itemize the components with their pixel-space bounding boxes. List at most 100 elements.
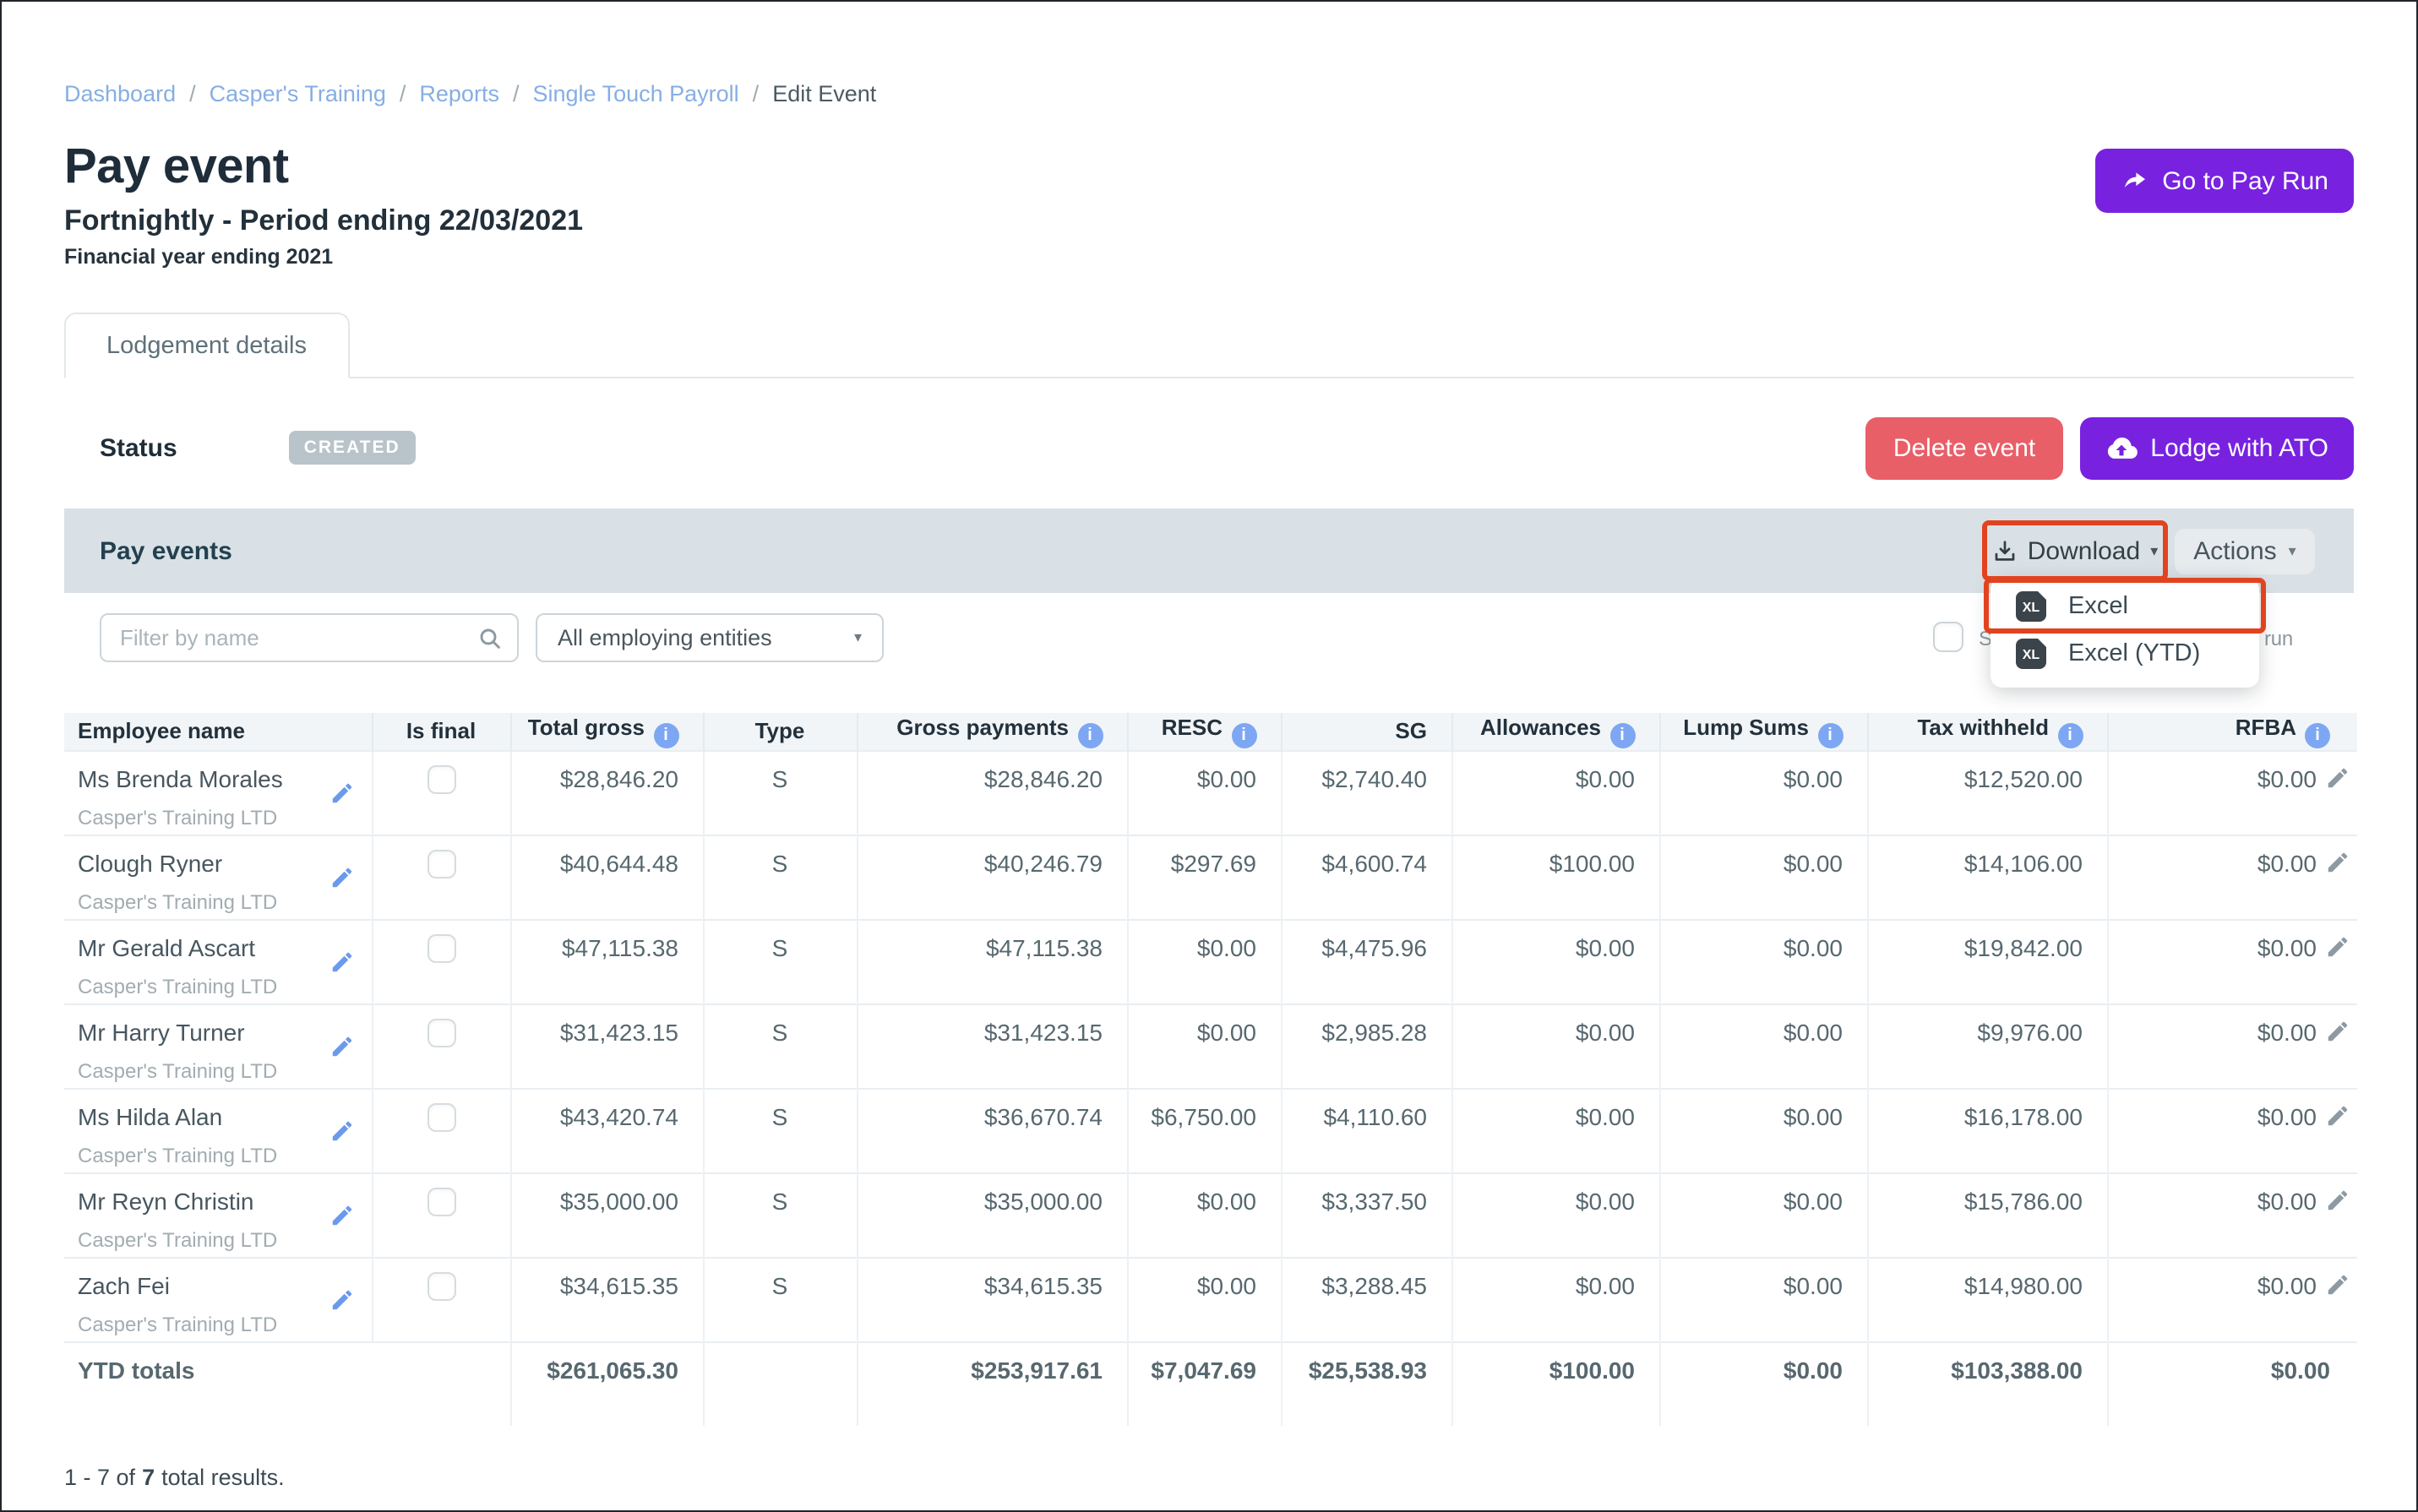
cell-total-gross: $43,420.74 bbox=[510, 1087, 704, 1172]
page-subtitle: Fortnightly - Period ending 22/03/2021 bbox=[64, 204, 584, 237]
cell-gross-payments: $36,670.74 bbox=[857, 1087, 1128, 1172]
edit-employee-icon[interactable] bbox=[329, 1118, 354, 1143]
cell-is-final bbox=[372, 1003, 511, 1088]
col-rfba: RFBA i bbox=[2107, 713, 2357, 750]
search-field-wrap bbox=[100, 613, 519, 662]
tab-lodgement-details[interactable]: Lodgement details bbox=[64, 313, 349, 378]
is-final-checkbox[interactable] bbox=[427, 849, 455, 878]
edit-employee-icon[interactable] bbox=[329, 780, 354, 805]
info-icon[interactable]: i bbox=[1609, 722, 1635, 748]
entity-filter-value: All employing entities bbox=[558, 625, 772, 650]
cell-type: S bbox=[703, 749, 858, 835]
is-final-checkbox[interactable] bbox=[427, 1018, 455, 1047]
menu-item-excel[interactable]: XL Excel bbox=[1990, 583, 2259, 630]
cell-type: S bbox=[703, 918, 858, 1003]
cell-total-gross: $28,846.20 bbox=[510, 749, 704, 835]
cell-employee-name: Zach Fei Casper's Training LTD bbox=[64, 1256, 373, 1341]
cell-resc: $0.00 bbox=[1127, 749, 1282, 835]
search-input[interactable] bbox=[101, 615, 517, 661]
delete-event-button[interactable]: Delete event bbox=[1865, 416, 2063, 479]
entity-filter-select[interactable]: All employing entities ▾ bbox=[536, 613, 884, 662]
cell-gross-payments: $28,846.20 bbox=[857, 749, 1128, 835]
menu-item-excel-ytd-label: Excel (YTD) bbox=[2068, 640, 2201, 667]
actions-button[interactable]: Actions ▾ bbox=[2175, 529, 2315, 574]
page-title: Pay event bbox=[64, 140, 289, 194]
search-icon bbox=[477, 625, 504, 652]
breadcrumb-caspers-training[interactable]: Casper's Training bbox=[209, 81, 386, 106]
breadcrumb-current: Edit Event bbox=[772, 81, 877, 106]
share-arrow-icon bbox=[2120, 166, 2148, 195]
cell-is-final bbox=[372, 834, 511, 919]
info-icon[interactable]: i bbox=[1817, 722, 1843, 748]
cell-tax-withheld: $16,178.00 bbox=[1867, 1087, 2108, 1172]
edit-rfba-icon[interactable] bbox=[2325, 1187, 2350, 1212]
cell-tax-withheld: $12,520.00 bbox=[1867, 749, 2108, 835]
cell-total-gross: $35,000.00 bbox=[510, 1172, 704, 1257]
cell-type: S bbox=[703, 1172, 858, 1257]
cell-total-gross: $47,115.38 bbox=[510, 918, 704, 1003]
results-total: 7 bbox=[142, 1465, 155, 1490]
is-final-checkbox[interactable] bbox=[427, 933, 455, 962]
edit-rfba-icon[interactable] bbox=[2325, 933, 2350, 959]
cell-sg: $4,475.96 bbox=[1281, 918, 1452, 1003]
download-button[interactable]: Download ▾ bbox=[1990, 529, 2159, 574]
employee-company: Casper's Training LTD bbox=[78, 1058, 278, 1082]
table-row: Mr Reyn Christin Casper's Training LTD $… bbox=[64, 1172, 2357, 1257]
edit-rfba-icon[interactable] bbox=[2325, 1102, 2350, 1128]
is-final-checkbox[interactable] bbox=[427, 1271, 455, 1300]
cell-gross-payments: $31,423.15 bbox=[857, 1003, 1128, 1088]
cell-rfba: $0.00 bbox=[2107, 834, 2357, 919]
rfba-value: $0.00 bbox=[2257, 1102, 2317, 1129]
results-prefix: 1 - 7 of bbox=[64, 1465, 136, 1490]
col-allowances: Allowances i bbox=[1451, 713, 1660, 750]
breadcrumb-single-touch-payroll[interactable]: Single Touch Payroll bbox=[532, 81, 739, 106]
cell-employee-name: Mr Reyn Christin Casper's Training LTD bbox=[64, 1172, 373, 1257]
edit-employee-icon[interactable] bbox=[329, 1202, 354, 1227]
info-icon[interactable]: i bbox=[1231, 722, 1256, 748]
pay-events-header-bar: Pay events Download ▾ Actions ▾ bbox=[64, 509, 2354, 688]
edit-rfba-icon[interactable] bbox=[2325, 1018, 2350, 1043]
download-dropdown-menu: XL Excel XL Excel (YTD) bbox=[1990, 578, 2259, 688]
info-icon[interactable]: i bbox=[2305, 722, 2330, 748]
table-row: Ms Brenda Morales Casper's Training LTD … bbox=[64, 749, 2357, 835]
cell-allowances: $0.00 bbox=[1451, 1087, 1660, 1172]
excel-file-icon: XL bbox=[2016, 639, 2046, 669]
cell-sg: $4,110.60 bbox=[1281, 1087, 1452, 1172]
financial-year-label: Financial year ending 2021 bbox=[64, 245, 334, 269]
info-icon[interactable]: i bbox=[1077, 722, 1103, 748]
edit-rfba-icon[interactable] bbox=[2325, 764, 2350, 790]
menu-item-excel-label: Excel bbox=[2068, 593, 2128, 620]
go-to-pay-run-button[interactable]: Go to Pay Run bbox=[2094, 149, 2354, 213]
lodge-with-ato-button[interactable]: Lodge with ATO bbox=[2079, 416, 2354, 479]
lodge-with-ato-label: Lodge with ATO bbox=[2150, 433, 2328, 462]
edit-employee-icon[interactable] bbox=[329, 1033, 354, 1058]
breadcrumb-reports[interactable]: Reports bbox=[419, 81, 499, 106]
menu-item-excel-ytd[interactable]: XL Excel (YTD) bbox=[1990, 630, 2259, 677]
breadcrumb-dashboard[interactable]: Dashboard bbox=[64, 81, 177, 106]
pay-events-table-body: Ms Brenda Morales Casper's Training LTD … bbox=[64, 749, 2357, 1341]
is-final-checkbox[interactable] bbox=[427, 764, 455, 793]
is-final-checkbox[interactable] bbox=[427, 1187, 455, 1216]
col-type: Type bbox=[703, 713, 858, 750]
col-is-final: Is final bbox=[372, 713, 511, 750]
edit-rfba-icon[interactable] bbox=[2325, 1271, 2350, 1297]
cell-resc: $6,750.00 bbox=[1127, 1087, 1282, 1172]
ytd-rfba: $0.00 bbox=[2107, 1341, 2357, 1426]
cell-is-final bbox=[372, 1087, 511, 1172]
info-icon[interactable]: i bbox=[653, 722, 678, 748]
tab-bar: Lodgement details bbox=[64, 313, 2354, 378]
edit-employee-icon[interactable] bbox=[329, 1286, 354, 1312]
is-final-checkbox[interactable] bbox=[427, 1102, 455, 1131]
info-icon[interactable]: i bbox=[2057, 722, 2083, 748]
cell-lump-sums: $0.00 bbox=[1659, 749, 1868, 835]
cell-type: S bbox=[703, 1003, 858, 1088]
edit-employee-icon[interactable] bbox=[329, 949, 354, 974]
rfba-value: $0.00 bbox=[2257, 849, 2317, 876]
cell-gross-payments: $34,615.35 bbox=[857, 1256, 1128, 1341]
edit-rfba-icon[interactable] bbox=[2325, 849, 2350, 874]
employee-name: Mr Reyn Christin bbox=[78, 1187, 254, 1214]
show-employees-checkbox[interactable] bbox=[1933, 622, 1963, 652]
edit-employee-icon[interactable] bbox=[329, 864, 354, 889]
cell-allowances: $0.00 bbox=[1451, 749, 1660, 835]
